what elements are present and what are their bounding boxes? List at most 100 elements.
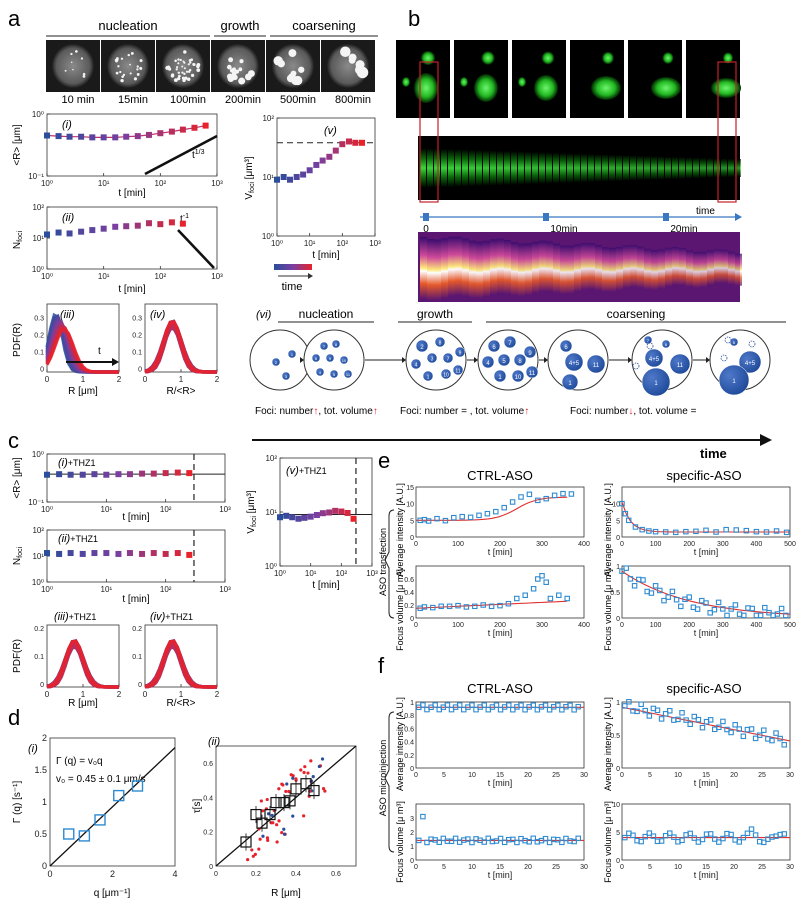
y-tick-label: 1.5: [34, 765, 47, 775]
data-point: [497, 602, 503, 609]
data-point: [293, 174, 300, 180]
chart-d-i: (i) Γ (q) = v₀q v₀ = 0.45 ± 0.1 μm/s Γ (…: [12, 733, 178, 899]
chart-d-ii: (ii) τ[s] R [μm] 0 0.2 0.4 0.6 0 0.2 0.4 0.6: [192, 736, 357, 899]
data-point: [295, 515, 302, 522]
micrograph-focus: [122, 73, 126, 77]
x-tick-label: 0: [620, 772, 624, 779]
data-point: [131, 780, 144, 792]
data-point: [484, 510, 491, 517]
data-point: [421, 604, 428, 610]
data-point: [694, 606, 701, 612]
chart-d-i-eq1: Γ (q) = v₀q: [56, 756, 103, 767]
y-tick-label: 0.1: [132, 350, 142, 357]
schematic-focus-label: 4+5: [745, 361, 756, 367]
y-tick-label: 0: [616, 858, 620, 865]
x-axis-label: t [min]: [488, 547, 513, 557]
y-tick-label: 10⁻¹: [28, 498, 44, 507]
heatmap-column: [644, 248, 651, 290]
data-point: [720, 606, 726, 612]
f-ctrl-title: CTRL-ASO: [467, 681, 533, 696]
chart-a-ii-xlabel: t [min]: [118, 284, 145, 295]
droplet-small: [402, 77, 410, 87]
schematic-focus: [493, 369, 507, 383]
x-tick-label: 20: [524, 864, 532, 871]
micrograph-focus: [183, 50, 187, 54]
heatmap-column: [595, 245, 602, 291]
data-point: [728, 831, 734, 838]
data-point: [762, 604, 768, 611]
heatmap-column: [525, 243, 532, 296]
data-point: [752, 735, 759, 742]
data-point: [662, 529, 669, 535]
kymograph-column: [560, 152, 566, 184]
data-point: [559, 707, 565, 713]
data-point: [716, 724, 722, 731]
micrograph-focus: [64, 69, 67, 72]
y-tick-label: 10⁰: [265, 562, 277, 571]
chart-frame: [415, 565, 585, 619]
x-tick-label: 10³: [211, 179, 223, 188]
schematic-arrow-head: [628, 357, 632, 363]
chart-a-v-xlabel: t [min]: [312, 250, 339, 261]
data-point: [339, 141, 346, 148]
data-point: [514, 839, 520, 846]
data-point: [313, 161, 320, 168]
x-axis-label: t [min]: [488, 628, 513, 638]
micrograph-focus: [286, 74, 295, 83]
x-tick-label: 300: [717, 541, 729, 548]
heatmap-column: [623, 245, 630, 289]
data-point: [683, 717, 689, 723]
data-point: [783, 529, 790, 536]
schematic-focus: [644, 348, 664, 368]
x-tick-label: 300: [536, 541, 548, 548]
x-tick-label: 0: [47, 869, 52, 879]
chart-c-iii: (iii)+THZ1 PDF(R) R [μm] 0 1 2 0 0.1 0.2: [12, 611, 122, 709]
y-tick-label: 10¹: [262, 173, 274, 182]
micrograph-focus: [136, 73, 140, 76]
e-spec-vol-ylabel: Focus volume [μ m³]: [603, 569, 613, 651]
y-tick-label: 10¹: [32, 234, 44, 243]
panel-letter-f: f: [378, 653, 385, 678]
micrograph-focus: [170, 74, 175, 78]
data-point: [623, 565, 629, 571]
droplet-top: [421, 51, 435, 65]
data-point: [94, 814, 106, 826]
data-point: [514, 595, 520, 602]
x-tick-label: 0: [214, 871, 218, 878]
schematic-focus: [729, 337, 739, 347]
data-point: [350, 515, 357, 522]
data-point: [571, 707, 577, 713]
kymograph-column: [693, 157, 699, 179]
micrograph-nucleus: [272, 44, 314, 88]
x-tick-label: 200: [683, 622, 695, 629]
data-point: [112, 134, 119, 141]
x-tick-label: 10⁰: [41, 179, 53, 188]
data-point: [451, 514, 457, 521]
data-point: [658, 838, 665, 844]
schematic-focus-label: 11: [455, 369, 460, 375]
data-point: [89, 227, 96, 234]
data-point: [480, 602, 486, 608]
chart-d-ii-ylabel: τ[s]: [192, 799, 203, 814]
panel-f: CTRL-ASO specific-ASO ASO microinjection…: [378, 681, 794, 883]
panel-letter-b: b: [408, 6, 420, 31]
micrograph-focus: [177, 74, 181, 78]
data-point: [319, 157, 326, 164]
y-tick-label: 0.2: [132, 626, 142, 633]
x-tick-label: 100: [650, 622, 662, 629]
schematic-focus: [738, 350, 762, 374]
pdf-curve: [144, 639, 217, 689]
heatmap-column: [658, 249, 665, 289]
micrograph-focus: [177, 62, 180, 65]
micrograph-nucleus: [327, 44, 369, 88]
y-tick-label: 0: [410, 535, 414, 542]
x-tick-label: 2: [117, 375, 122, 384]
y-tick-label: 0.1: [132, 654, 142, 661]
data-point: [748, 826, 755, 832]
data-point: [44, 132, 50, 139]
x-tick-label: 0: [620, 541, 624, 548]
x-tick-label: 1: [81, 690, 86, 699]
droplet-bottom: [414, 73, 438, 103]
x-tick-label: 10⁰: [41, 585, 53, 594]
schematic-focus-label: 2: [275, 360, 278, 365]
